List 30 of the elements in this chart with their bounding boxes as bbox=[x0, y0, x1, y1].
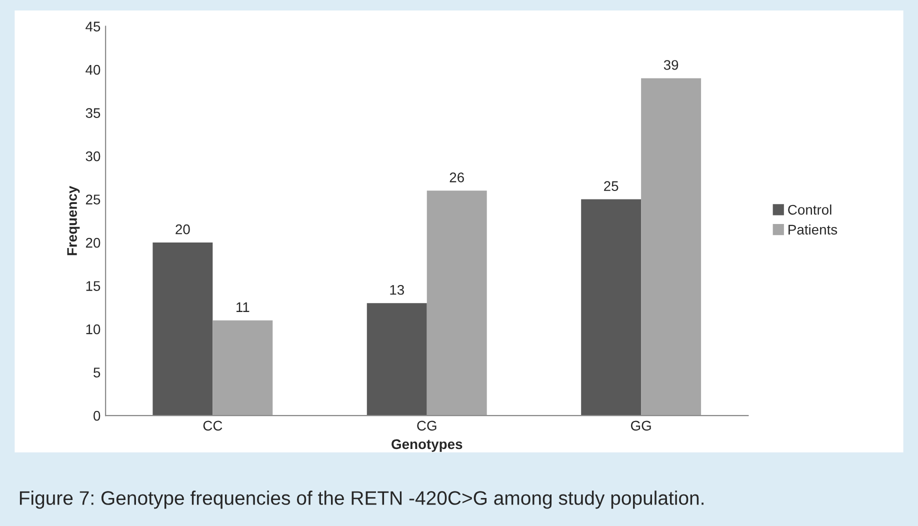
y-tick-label: 40 bbox=[86, 64, 100, 75]
data-label: 39 bbox=[664, 60, 678, 70]
x-tick-label: CG bbox=[417, 420, 436, 431]
bar bbox=[581, 199, 642, 416]
bar bbox=[426, 190, 487, 416]
bar bbox=[366, 303, 427, 416]
data-label: 13 bbox=[390, 284, 404, 295]
y-tick-label: 15 bbox=[86, 281, 100, 291]
y-tick-label: 20 bbox=[86, 238, 100, 248]
x-tick-label: CC bbox=[203, 420, 222, 431]
data-label: 11 bbox=[236, 302, 250, 312]
y-tick-label: 30 bbox=[86, 151, 100, 162]
y-tick-label: 35 bbox=[86, 108, 100, 118]
data-label: 20 bbox=[176, 224, 190, 234]
y-tick-label: 10 bbox=[86, 324, 100, 334]
y-tick-label: 5 bbox=[94, 368, 100, 378]
data-label: 26 bbox=[450, 172, 464, 182]
y-axis-title: Frequency bbox=[67, 186, 80, 256]
y-tick-label: 45 bbox=[86, 22, 100, 32]
legend-label: Patients bbox=[788, 224, 838, 235]
data-label: 25 bbox=[604, 181, 618, 191]
x-axis-title: Genotypes bbox=[392, 439, 462, 452]
legend-label: Control bbox=[788, 204, 832, 215]
bar bbox=[212, 320, 273, 416]
bar bbox=[641, 78, 702, 416]
caption: Figure 7: Genotype frequencies of the RETN -420C>G among study population. bbox=[20, 490, 704, 509]
bar bbox=[152, 242, 213, 416]
x-tick-label: GG bbox=[630, 420, 651, 431]
y-tick-label: 25 bbox=[86, 194, 100, 204]
y-tick-label: 0 bbox=[94, 410, 100, 421]
